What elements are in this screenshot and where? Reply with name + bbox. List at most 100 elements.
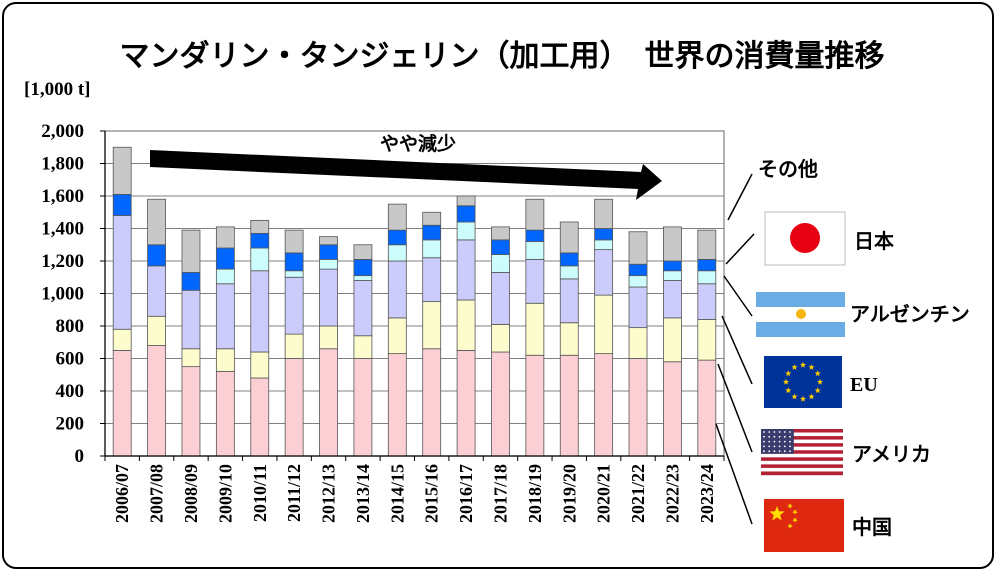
bar-segment: [422, 239, 442, 259]
usa-flag-star: [783, 440, 786, 443]
bar-segment: [387, 229, 407, 246]
eu-flag-stars: [782, 361, 824, 402]
bar-segment: [697, 283, 717, 320]
y-tick-label: 1,800: [41, 154, 84, 175]
bar-segment: [559, 354, 579, 457]
chart-title: マンダリン・タンジェリン（加工用） 世界の消費量推移: [120, 39, 885, 74]
japan-flag: [764, 211, 846, 266]
bar-segment: [215, 283, 235, 350]
bar-segment: [284, 229, 304, 254]
bar-segment: [319, 244, 338, 260]
x-tick-label: 2022/23: [662, 464, 682, 523]
bar-segment: [215, 226, 235, 249]
bar-segment: [319, 236, 338, 246]
legend-leader-eu: [721, 315, 753, 385]
bar-segment: [663, 361, 682, 457]
bar-segment: [181, 271, 201, 291]
china-small-star: [787, 503, 793, 509]
bar-segment: [663, 226, 682, 262]
usa-flag-star: [783, 435, 786, 438]
bar-segment: [456, 205, 476, 223]
legend-label-china: 中国: [852, 515, 892, 539]
bar-segment: [353, 358, 373, 457]
usa-flag-star: [773, 440, 776, 443]
trend-annotation: やや減少: [150, 132, 662, 200]
bar-segment: [284, 276, 304, 335]
bar-segment: [250, 270, 270, 353]
usa-flag-canton: [761, 429, 794, 454]
bar-segment: [250, 247, 270, 272]
bar-segment: [181, 289, 201, 350]
usa-flag-star: [783, 445, 786, 448]
usa-flag-stripe: [761, 464, 843, 469]
china-small-star: [792, 517, 798, 523]
x-tick-label: 2019/20: [559, 464, 579, 523]
bar-segment: [215, 247, 235, 270]
usa-flag-stripe: [761, 460, 843, 465]
bar-segment: [250, 232, 270, 249]
eu-star: [799, 395, 807, 402]
eu-star: [782, 378, 790, 385]
bar-segment: [491, 254, 510, 273]
y-tick-label: 600: [56, 349, 85, 370]
usa-flag-star: [763, 450, 765, 453]
trend-annotation-text: やや減少: [380, 132, 456, 155]
bar-segment: [387, 260, 407, 319]
bar-segment: [147, 345, 166, 457]
y-tick-label: 2,000: [41, 121, 84, 142]
bar-segment: [353, 258, 373, 277]
usa-flag-star: [768, 435, 771, 438]
legend-leader-usa: [717, 363, 753, 453]
bar-segment: [147, 265, 166, 317]
bar-segment: [491, 271, 510, 325]
bar-segment: [559, 278, 579, 324]
bar-segment: [491, 351, 510, 457]
x-tick-label: 2018/19: [525, 464, 545, 523]
china-small-star: [787, 523, 793, 529]
usa-flag-star: [773, 435, 776, 438]
usa-flag-stripe: [761, 436, 843, 440]
eu-star: [799, 361, 807, 368]
legend-label-eu: EU: [850, 374, 878, 396]
bar-segment: [525, 241, 545, 260]
bar-segment: [525, 229, 545, 242]
bar-segment: [112, 328, 132, 351]
usa-flag-stripe: [761, 439, 843, 444]
bar-segment: [353, 335, 373, 359]
bar-segment: [422, 301, 442, 350]
x-tick-label: 2008/09: [181, 464, 201, 523]
bar-segment: [456, 349, 476, 457]
bar-segment: [559, 265, 579, 280]
eu-star: [808, 393, 815, 400]
usa-flag-stripe: [761, 450, 843, 454]
usa-flag-star: [778, 431, 781, 433]
usa-flag-stripe: [761, 457, 843, 462]
bar-segment: [147, 198, 166, 246]
x-tick-label: 2012/13: [319, 464, 339, 523]
bar-segment: [628, 358, 648, 457]
x-tick-label: 2010/11: [250, 464, 270, 522]
bar-segment: [353, 280, 373, 337]
x-tick-label: 2023/24: [697, 464, 717, 523]
y-tick-label: 1,000: [41, 284, 84, 305]
x-tick-label: 2013/14: [353, 464, 373, 523]
bar-segment: [422, 348, 442, 457]
china-flag-bg: [764, 499, 844, 552]
usa-flag-star: [763, 445, 765, 448]
bar-segment: [319, 348, 338, 457]
bar-segment: [250, 219, 270, 234]
usa-flag-star: [773, 431, 776, 433]
trend-arrow: [150, 150, 662, 200]
y-tick-label: 200: [56, 414, 85, 435]
chart-svg: マンダリン・タンジェリン（加工用） 世界の消費量推移 [1,000 t] 0 20…: [24, 39, 970, 552]
usa-flag-stripe: [761, 429, 843, 433]
bar-segment: [594, 249, 614, 296]
bar-segment: [663, 260, 682, 272]
bar-segment: [250, 377, 270, 457]
usa-flag-star: [778, 450, 781, 453]
bar-segment: [491, 226, 510, 241]
bar-segment: [525, 354, 545, 457]
japan-flag-disc: [790, 223, 820, 253]
bar-segment: [353, 244, 373, 260]
legend-label-other: その他: [758, 157, 818, 181]
